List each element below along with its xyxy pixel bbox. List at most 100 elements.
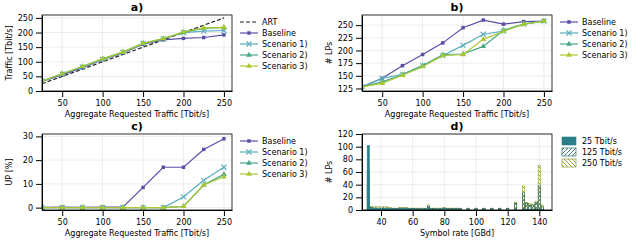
tick-mark [36, 62, 42, 63]
tick: 150 [136, 210, 151, 227]
tick-label: 150 [338, 72, 353, 81]
grid-line [42, 17, 232, 18]
bar [427, 206, 429, 210]
tick: 80 [343, 155, 362, 164]
bar [538, 186, 540, 210]
marker [202, 36, 205, 39]
legend-item: Scenario 2) [240, 159, 308, 168]
tick-label: 50 [58, 99, 68, 108]
tick: 125 [338, 85, 362, 94]
marker-shape [140, 40, 146, 45]
legend-marker-shape [246, 160, 252, 165]
marker-shape [480, 36, 486, 41]
y-axis: 125150175200225250 [338, 16, 363, 94]
grid-line [183, 134, 184, 210]
tick-label: 80 [343, 155, 353, 164]
tick-label: 100 [415, 99, 430, 108]
marker-shape [100, 56, 106, 61]
marker [221, 24, 227, 29]
x-axis: 50100150200250 [363, 91, 553, 108]
marker [480, 36, 486, 41]
marker-shape [182, 166, 185, 169]
legend-marker-shape [566, 52, 572, 57]
tick: 200 [176, 91, 191, 108]
legend-marker-shape [247, 139, 250, 142]
marker-shape [202, 148, 205, 151]
tick-label: 120 [338, 130, 353, 139]
marker [181, 194, 186, 199]
marker-shape [160, 35, 166, 40]
marker-shape [161, 205, 166, 210]
tick: 80 [440, 210, 450, 227]
tick: 140 [532, 210, 547, 227]
legend-marker [566, 52, 572, 57]
marker-shape [160, 204, 166, 209]
tick-label: 150 [456, 99, 471, 108]
tick: 40 [343, 181, 362, 190]
series-line [362, 21, 544, 87]
tick-mark [36, 33, 42, 34]
tick-mark [36, 76, 42, 77]
marker-shape [502, 22, 505, 25]
marker [160, 204, 166, 209]
panel: 50100150200250125150175200225250b)Aggreg… [325, 1, 628, 119]
tick-label: 140 [532, 218, 547, 227]
tick-mark [62, 210, 63, 216]
tick-label: 40 [376, 218, 386, 227]
marker-shape [440, 52, 446, 57]
legend: 25 Tbit/s125 Tbit/s250 Tbit/s [562, 137, 622, 168]
marker-shape [521, 21, 527, 26]
marker-shape [140, 204, 146, 209]
tick-label: 80 [440, 218, 450, 227]
tick: 200 [496, 91, 511, 108]
plot-area [362, 18, 547, 90]
marker-shape [221, 165, 226, 170]
tick-mark [103, 210, 104, 216]
tick-mark [36, 160, 42, 161]
grid-line [362, 184, 552, 185]
series-line [42, 174, 224, 207]
tick: 0 [348, 206, 362, 215]
marker [201, 182, 207, 187]
marker-shape [201, 25, 207, 30]
marker-shape [480, 43, 486, 48]
tick-mark [356, 147, 362, 148]
marker-shape [440, 53, 445, 58]
legend-label: 25 Tbit/s [582, 137, 617, 146]
grid-line [102, 134, 103, 210]
legend-item: Baseline [560, 18, 616, 27]
title: d) [451, 120, 464, 133]
legend-label: 250 Tbit/s [582, 159, 622, 168]
marker-shape [202, 36, 205, 39]
axis-line [42, 135, 43, 211]
bar [535, 201, 537, 210]
marker-shape [120, 205, 125, 210]
marker [461, 26, 464, 29]
legend: BaselineScenario 1)Scenario 2)Scenario 3… [240, 137, 308, 179]
legend-swatch [240, 21, 258, 22]
tick-label: 100 [18, 58, 33, 67]
tick: 50 [58, 210, 68, 227]
marker [541, 19, 546, 24]
tick: 60 [343, 168, 362, 177]
tick: 120 [338, 130, 362, 139]
grid-line [62, 134, 63, 210]
series-line [42, 28, 224, 81]
bar [529, 205, 531, 210]
tick-label: 0 [348, 206, 353, 215]
marker-shape [401, 64, 404, 67]
marker [440, 53, 445, 58]
tick: 100 [338, 143, 362, 152]
tick-mark [62, 91, 63, 97]
x-axis: 50100150200250 [43, 91, 233, 108]
marker-shape [141, 205, 146, 210]
axis-line [43, 210, 233, 211]
tick-label: 175 [338, 59, 353, 68]
marker [440, 52, 446, 57]
tick: 100 [18, 58, 42, 67]
marker [521, 21, 527, 26]
marker-shape [481, 32, 486, 37]
tick-label: 250 [338, 21, 353, 30]
grid-line [543, 15, 544, 91]
marker-shape [59, 204, 65, 209]
